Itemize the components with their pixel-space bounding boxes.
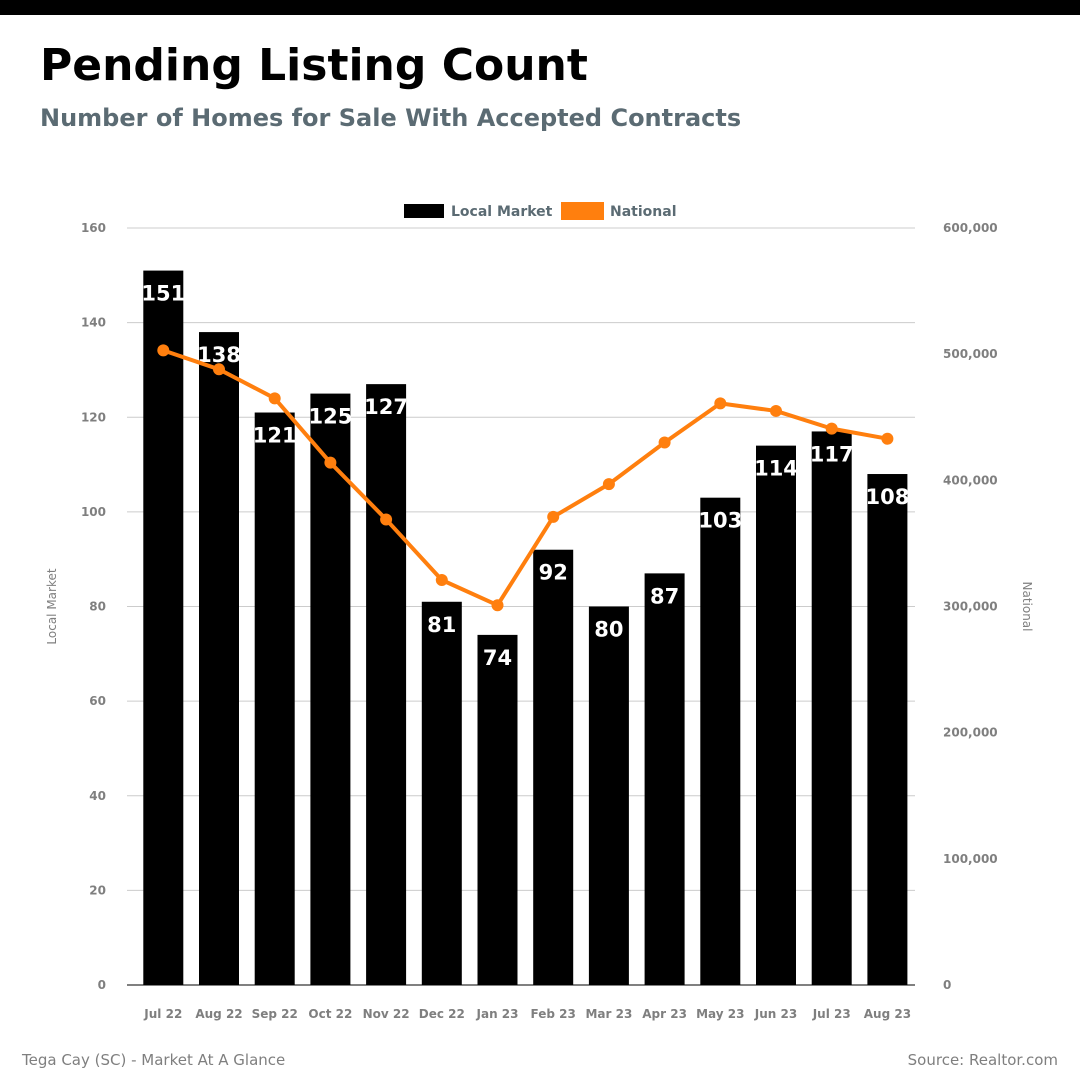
y2-tick-label: 300,000 [943,600,998,614]
y-tick-label: 60 [89,694,106,708]
x-tick-label: Feb 23 [531,1007,576,1021]
x-tick-label: Oct 22 [308,1007,352,1021]
bar-may-23 [700,497,741,985]
bar-aug-23 [867,474,908,985]
legend-label-local-market: Local Market [451,204,553,220]
bar-jan-23 [477,634,518,985]
footer-source: Source: Realtor.com [907,1051,1058,1069]
y-tick-label: 140 [81,316,106,330]
bar-value-label: 80 [594,618,623,642]
x-tick-label: Sep 22 [252,1007,298,1021]
y2-tick-label: 200,000 [943,726,998,740]
y2-tick-label: 0 [943,978,951,992]
bar-dec-22 [421,601,462,985]
y2-tick-label: 500,000 [943,347,998,361]
footer-market-label: Tega Cay (SC) - Market At A Glance [22,1051,286,1069]
national-point-feb-23 [547,510,560,523]
national-point-mar-23 [602,478,615,491]
bar-value-label: 92 [539,561,568,585]
bar-value-label: 108 [865,485,909,509]
top-bar [0,0,1080,15]
national-point-apr-23 [658,436,671,449]
bar-value-label: 125 [308,405,352,429]
y-axis-label: Local Market [45,568,59,644]
y2-axis-label: National [1020,581,1034,631]
national-point-jan-23 [491,599,504,612]
bar-value-label: 74 [483,646,512,670]
bar-sep-22 [254,412,295,985]
x-tick-label: Aug 22 [195,1007,242,1021]
national-point-aug-22 [213,363,225,376]
national-line [161,348,890,608]
bar-jul-22 [143,270,184,985]
bar-value-label: 151 [141,282,185,306]
legend-swatch-local-market [404,204,444,218]
bar-value-label: 121 [253,424,297,448]
national-point-nov-22 [380,513,393,526]
y-tick-label: 40 [89,789,106,803]
x-tick-label: May 23 [696,1007,744,1021]
y2-tick-label: 400,000 [943,473,998,487]
bar-value-label: 127 [364,395,408,419]
bar-value-label: 117 [810,442,854,466]
x-tick-label: Jan 23 [476,1007,519,1021]
bar-feb-23 [533,549,574,985]
bar-jun-23 [756,445,796,985]
x-tick-label: Apr 23 [642,1007,687,1021]
bar-apr-23 [644,573,685,985]
y-tick-label: 20 [89,883,106,897]
bar-mar-23 [588,606,629,985]
y-tick-label: 120 [81,410,106,424]
national-point-jun-23 [770,404,782,417]
national-point-aug-23 [881,432,894,445]
page-subtitle: Number of Homes for Sale With Accepted C… [40,104,742,132]
y2-tick-label: 100,000 [943,852,998,866]
y-tick-label: 160 [81,221,106,235]
x-tick-label: Dec 22 [419,1007,465,1021]
y2-tick-label: 600,000 [943,221,998,235]
y-tick-label: 100 [81,505,106,519]
national-point-dec-22 [435,574,448,587]
x-tick-label: Nov 22 [363,1007,410,1021]
legend-label-national: National [610,204,677,220]
y-tick-label: 80 [89,600,106,614]
legend-swatch-national [561,202,604,220]
bar-value-label: 103 [698,509,742,533]
national-point-sep-22 [268,392,281,405]
bar-oct-22 [310,393,351,985]
bar-nov-22 [366,384,407,986]
x-tick-label: Jun 23 [754,1007,797,1021]
x-tick-label: Aug 23 [864,1007,911,1021]
bar-value-label: 114 [754,457,798,481]
y-tick-label: 0 [98,978,106,992]
national-point-jul-22 [157,344,170,357]
national-point-may-23 [714,397,727,410]
bar-value-label: 81 [427,613,456,637]
bar-aug-22 [199,332,239,985]
x-tick-label: Jul 23 [812,1007,851,1021]
x-tick-label: Mar 23 [585,1007,632,1021]
national-point-oct-22 [324,456,337,469]
x-tick-label: Jul 22 [143,1007,182,1021]
bar-value-label: 87 [650,584,679,608]
national-point-jul-23 [825,422,838,435]
bar-jul-23 [811,431,852,986]
page-title: Pending Listing Count [40,40,588,91]
